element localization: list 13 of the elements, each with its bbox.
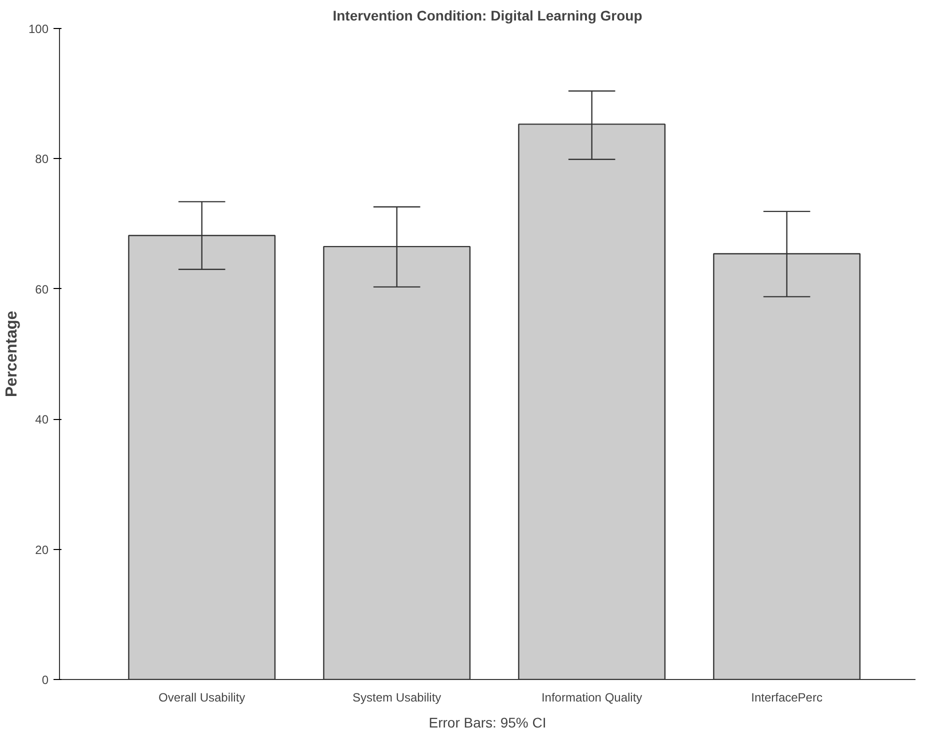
text: Error Bars: 95% CI bbox=[428, 714, 546, 730]
y-tick-label: 20 bbox=[35, 542, 49, 557]
y-tick-label: 60 bbox=[35, 282, 49, 296]
y-axis-title: Percentage bbox=[3, 310, 20, 398]
x-tick-label: InterfacePerc bbox=[751, 690, 822, 704]
x-tick-label: Overall Usability bbox=[158, 690, 246, 704]
x-tick-label: System Usability bbox=[352, 690, 442, 704]
y-tick-label: 100 bbox=[28, 22, 49, 36]
chart-title: Intervention Condition: Digital Learning Group bbox=[332, 8, 642, 24]
x-tick-label: Information Quality bbox=[541, 690, 642, 704]
y-tick-label: 80 bbox=[35, 152, 49, 166]
y-tick-label: 40 bbox=[35, 412, 49, 427]
y-tick-label: 0 bbox=[42, 673, 49, 687]
